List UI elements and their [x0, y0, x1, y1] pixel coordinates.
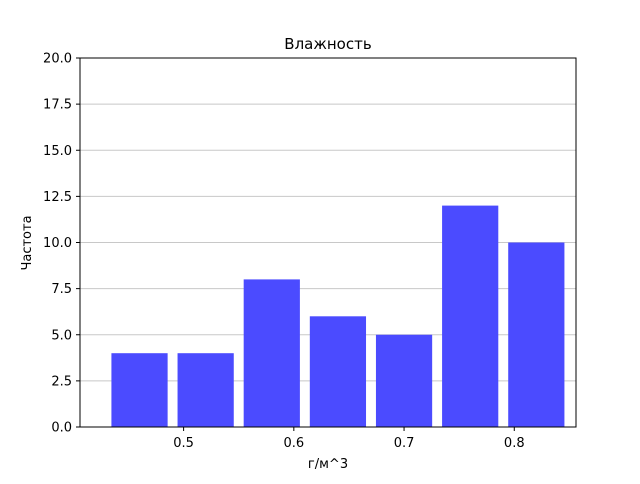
y-tick-label: 2.5: [51, 374, 72, 389]
bar: [375, 334, 433, 427]
x-axis-ticks: 0.5 0.6 0.7 0.8: [173, 427, 525, 451]
y-axis-ticks: 0.0 2.5 5.0 7.5 10.0 12.5 15.0 17.5 20.0: [43, 52, 80, 436]
bars: [111, 205, 565, 427]
y-tick-label: 20.0: [43, 52, 72, 67]
chart-title: Влажность: [284, 35, 371, 53]
y-tick-label: 15.0: [43, 144, 72, 159]
bar: [243, 279, 300, 427]
bar: [111, 353, 168, 427]
x-tick-label: 0.6: [283, 436, 304, 451]
x-axis-label: г/м^3: [308, 457, 348, 472]
bar: [442, 205, 499, 427]
x-tick-label: 0.7: [394, 436, 415, 451]
y-tick-label: 17.5: [43, 98, 72, 113]
y-tick-label: 5.0: [51, 328, 72, 343]
y-tick-label: 12.5: [43, 190, 72, 205]
y-tick-label: 0.0: [51, 421, 72, 436]
y-tick-label: 10.0: [43, 236, 72, 251]
bar: [309, 316, 367, 427]
bar: [508, 242, 565, 427]
y-tick-label: 7.5: [51, 282, 72, 297]
bar: [177, 353, 234, 427]
y-axis-label: Частота: [20, 215, 35, 270]
x-tick-label: 0.5: [173, 436, 194, 451]
x-tick-label: 0.8: [504, 436, 525, 451]
